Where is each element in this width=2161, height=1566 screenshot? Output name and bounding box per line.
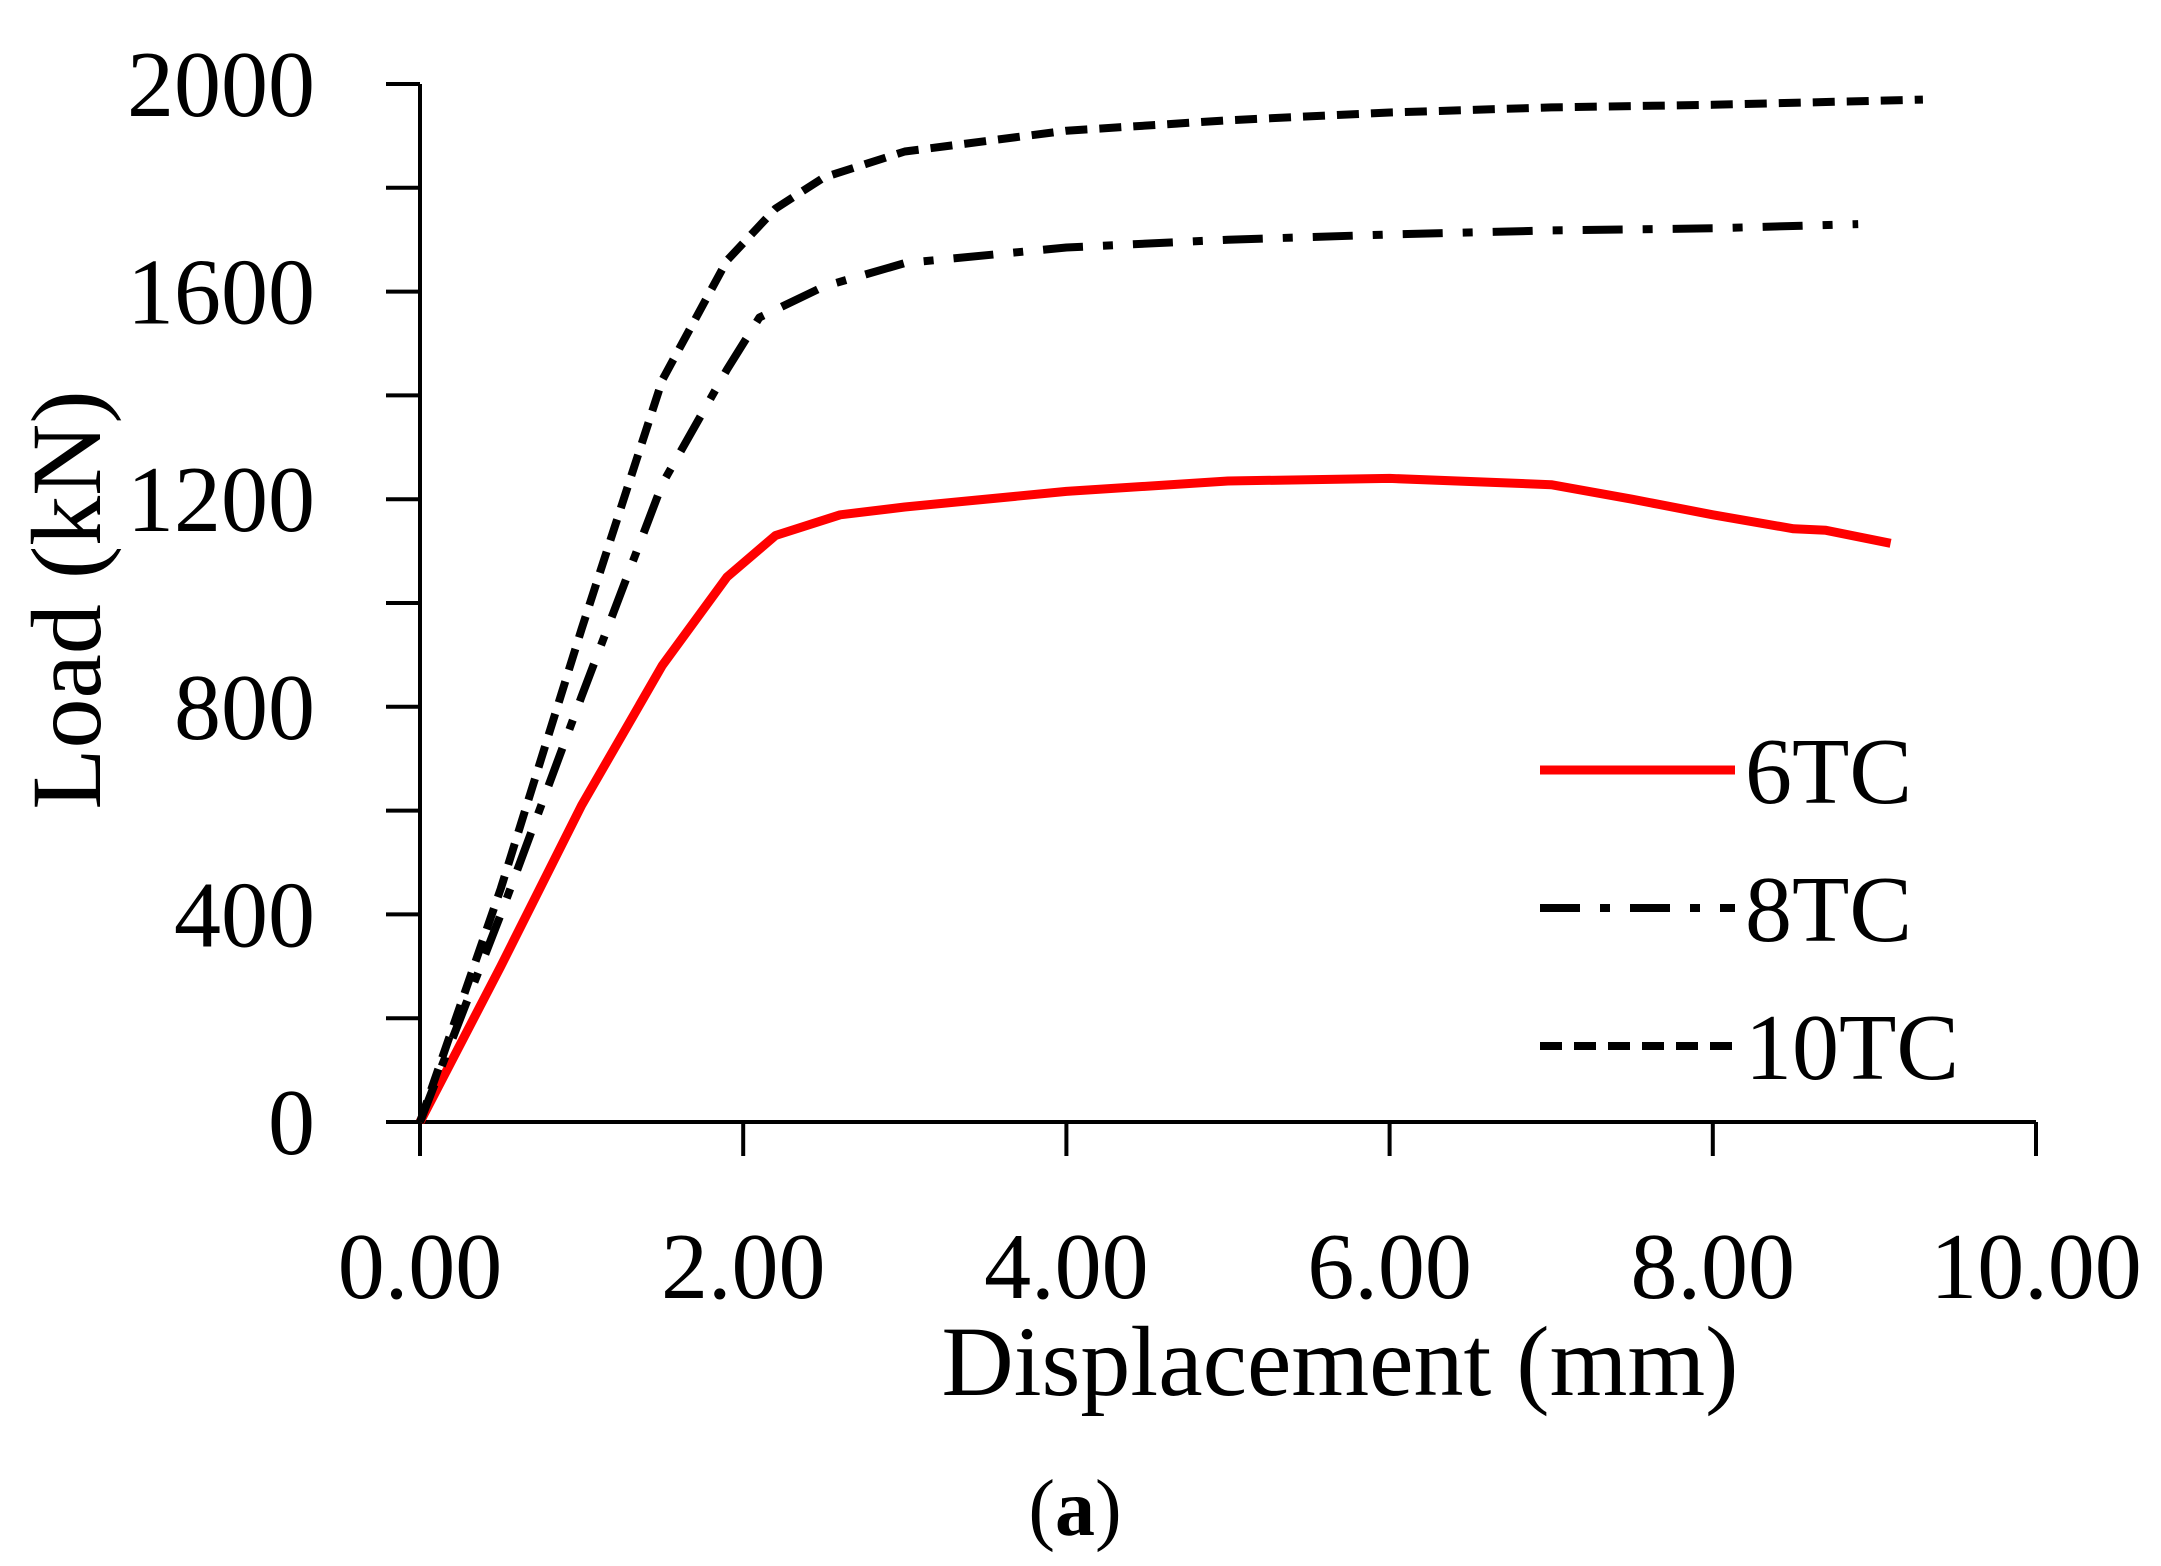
series-line-6tc: [416, 473, 1892, 1125]
caption-close-paren: ): [1095, 1465, 1122, 1553]
x-tick-label: 2.00: [661, 1215, 826, 1319]
legend-label-10tc: 10TC: [1745, 996, 1959, 1100]
x-tick-label: 8.00: [1631, 1215, 1796, 1319]
x-tick-label: 6.00: [1307, 1215, 1472, 1319]
x-tick-label: 4.00: [984, 1215, 1149, 1319]
y-tick-label: 0: [268, 1071, 315, 1175]
series-layer: [416, 95, 1923, 1125]
x-tick-label: 0.00: [338, 1215, 503, 1319]
x-axis-label: Displacement (mm): [942, 1306, 1739, 1417]
y-tick-label: 400: [174, 863, 315, 967]
x-tick-label: 10.00: [1930, 1215, 2142, 1319]
legend: 6TC 8TC 10TC: [1540, 720, 1959, 1100]
x-ticks: 0.00 2.00 4.00 6.00 8.00 10.00: [338, 1122, 2142, 1319]
y-tick-label: 2000: [127, 33, 315, 137]
figure-caption: (a): [1028, 1465, 1121, 1553]
y-tick-label: 800: [174, 656, 315, 760]
y-ticks: 0 400 800 1200 1600 2000: [127, 33, 420, 1175]
series-line-8tc: [416, 220, 1859, 1124]
caption-open-paren: (: [1028, 1465, 1055, 1553]
series-line-10tc: [416, 95, 1923, 1124]
legend-label-6tc: 6TC: [1745, 720, 1912, 824]
caption-label: a: [1055, 1465, 1095, 1553]
legend-label-8tc: 8TC: [1745, 858, 1912, 962]
y-axis-label: Load (kN): [11, 390, 122, 809]
y-tick-label: 1200: [127, 448, 315, 552]
y-tick-label: 1600: [127, 241, 315, 345]
